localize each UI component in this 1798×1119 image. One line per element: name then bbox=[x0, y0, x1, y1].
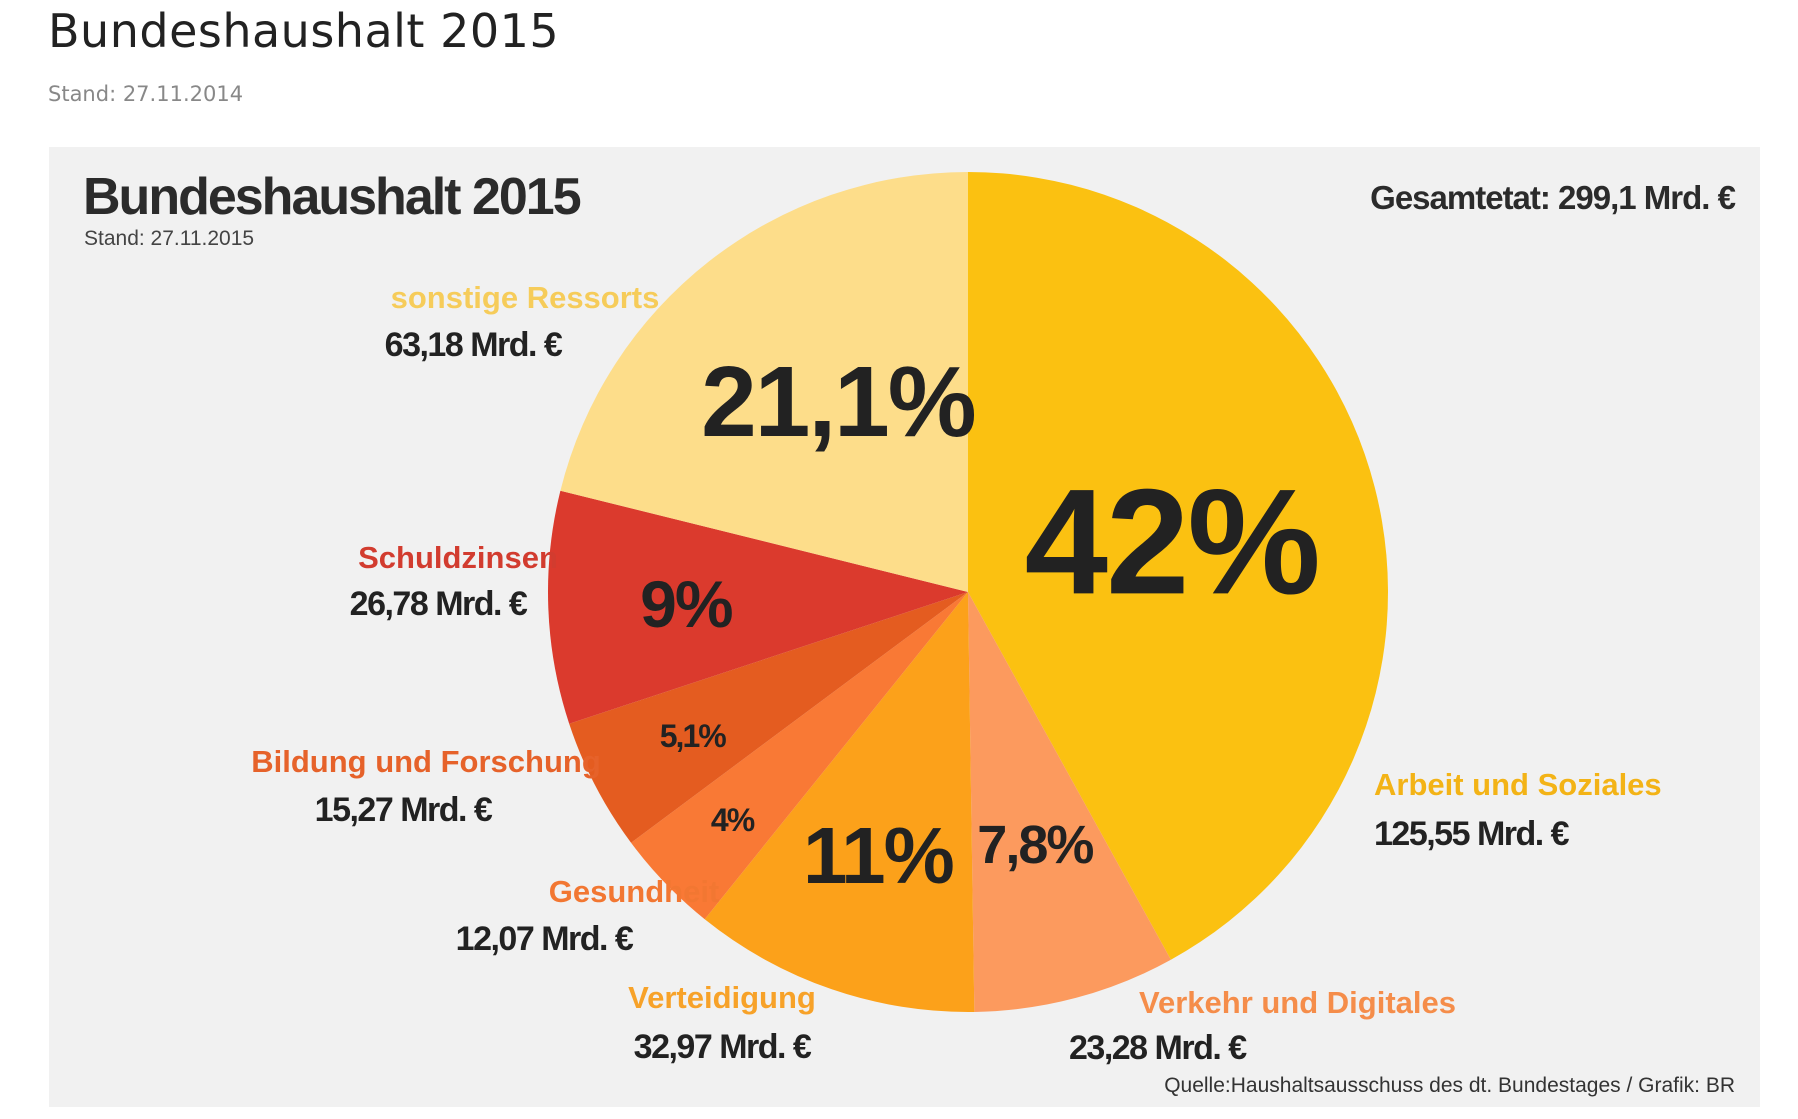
pie-slices bbox=[548, 172, 1389, 1012]
slice-percent-label: 21,1% bbox=[701, 346, 975, 458]
pie-slice-bildung-und-forschung bbox=[569, 592, 968, 843]
slice-percent-label: 7,8% bbox=[977, 815, 1093, 875]
slice-amount-label: 23,28 Mrd. € bbox=[1069, 1029, 1247, 1067]
pie-slice-gesundheit bbox=[631, 592, 968, 920]
slice-amount-label: 63,18 Mrd. € bbox=[385, 326, 563, 364]
slice-name-label: Bildung und Forschung bbox=[251, 744, 601, 779]
slice-amount-label: 26,78 Mrd. € bbox=[350, 585, 528, 623]
chart-subtitle: Stand: 27.11.2015 bbox=[84, 227, 254, 250]
slice-name-label: Verkehr und Digitales bbox=[1139, 985, 1456, 1020]
slice-labels: 42% Arbeit und Soziales 125,55 Mrd. € 7,8% V… bbox=[251, 280, 1661, 1067]
pie-chart: Bundeshaushalt 2015 Stand: 27.11.2015 Ge… bbox=[83, 168, 1737, 1097]
pie-slice-schuldzinsen bbox=[548, 490, 968, 724]
source-note: Quelle:Haushaltsausschuss des dt. Bundes… bbox=[1164, 1074, 1735, 1097]
slice-amount-label: 125,55 Mrd. € bbox=[1374, 815, 1570, 853]
page-title: Bundeshaushalt 2015 bbox=[48, 4, 560, 58]
page-date: Stand: 27.11.2014 bbox=[48, 82, 244, 106]
pie-slice-arbeit-und-soziales bbox=[968, 172, 1389, 960]
slice-percent-label: 9% bbox=[640, 567, 732, 641]
slice-amount-label: 15,27 Mrd. € bbox=[315, 791, 493, 829]
slice-percent-label: 5,1% bbox=[660, 718, 726, 754]
slice-name-label: Verteidigung bbox=[628, 980, 816, 1015]
slice-percent-label: 42% bbox=[1025, 457, 1319, 625]
slice-name-label: Arbeit und Soziales bbox=[1374, 767, 1662, 802]
slice-name-label: sonstige Ressorts bbox=[391, 280, 660, 315]
slice-percent-label: 4% bbox=[711, 802, 755, 838]
pie-slice-verteidigung bbox=[704, 592, 975, 1012]
pie-slice-sonstige-ressorts bbox=[560, 172, 968, 592]
slice-name-label: Gesundheit bbox=[549, 874, 720, 909]
slice-amount-label: 32,97 Mrd. € bbox=[634, 1028, 812, 1066]
slice-amount-label: 12,07 Mrd. € bbox=[456, 920, 634, 958]
total-budget-label: Gesamtetat: 299,1 Mrd. € bbox=[1370, 179, 1735, 216]
slice-name-label: Schuldzinsen bbox=[358, 540, 558, 575]
chart-title: Bundeshaushalt 2015 bbox=[83, 168, 581, 226]
slice-percent-label: 11% bbox=[803, 811, 954, 900]
chart-panel: Bundeshaushalt 2015 Stand: 27.11.2015 Ge… bbox=[49, 147, 1760, 1107]
pie-slice-verkehr-und-digitales bbox=[968, 592, 1171, 1012]
